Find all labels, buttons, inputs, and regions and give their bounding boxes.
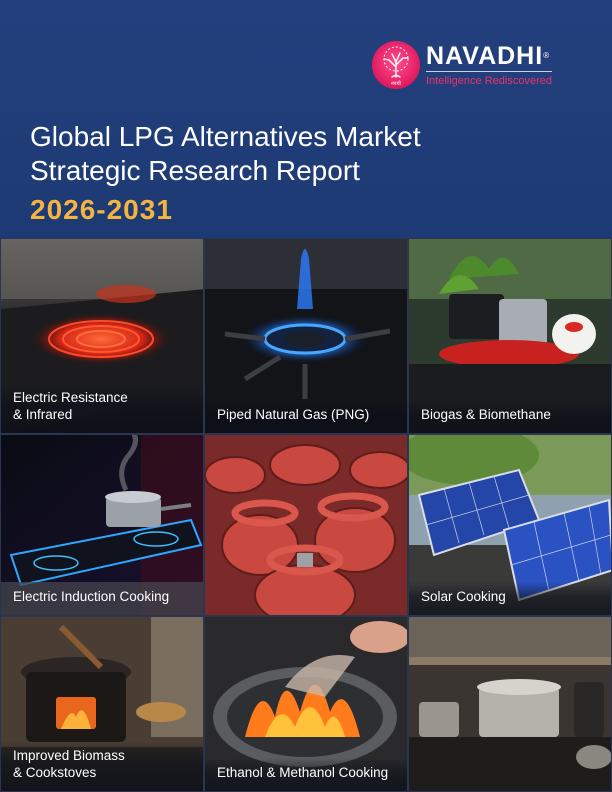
tile-electric-induction: Electric Induction Cooking	[0, 434, 204, 616]
image-grid: Electric Resistance & Infrared	[0, 238, 612, 792]
brand-tagline: Intelligence Rediscovered	[426, 70, 552, 88]
tile-label-line1: Improved Biomass	[13, 748, 125, 763]
report-years: 2026-2031	[30, 194, 173, 225]
tile-label: Electric Induction Cooking	[13, 589, 170, 604]
tile-improved-biomass: Improved Biomass & Cookstoves	[0, 616, 204, 792]
tile-label: Solar Cooking	[421, 589, 506, 604]
tile-solar-cooking: Solar Cooking	[408, 434, 612, 616]
tile-label-line2: & Infrared	[13, 407, 73, 422]
tile-label-line1: Electric Resistance	[13, 390, 128, 405]
tile-biogas: Biogas & Biomethane	[408, 238, 612, 434]
logo-mark-text: नवधी	[391, 80, 402, 87]
tile-label-line2: & Cookstoves	[13, 765, 97, 780]
tile-label: Piped Natural Gas (PNG)	[217, 407, 370, 422]
report-title-line1: Global LPG Alternatives Market	[30, 121, 421, 152]
gas-burner-image	[205, 239, 407, 433]
report-title: Global LPG Alternatives Market Strategic…	[30, 120, 570, 188]
tile-label: Biogas & Biomethane	[421, 407, 551, 422]
tile-piped-natural-gas: Piped Natural Gas (PNG)	[204, 238, 408, 434]
tile-electric-resistance: Electric Resistance & Infrared	[0, 238, 204, 434]
brand-logo: नवधी NAVADHI® Intelligence Rediscovered	[372, 40, 552, 90]
tile-lpg-cylinders	[204, 434, 408, 616]
lpg-cylinders-image	[205, 435, 407, 615]
kitchen-pots-image	[409, 617, 611, 791]
tree-logo-icon: नवधी	[372, 41, 420, 89]
brand-name: NAVADHI	[426, 41, 544, 70]
registered-mark: ®	[543, 50, 551, 60]
tile-kitchen-pots	[408, 616, 612, 792]
tile-ethanol-methanol: Ethanol & Methanol Cooking	[204, 616, 408, 792]
report-title-line2: Strategic Research Report	[30, 155, 360, 186]
tile-label: Ethanol & Methanol Cooking	[217, 765, 389, 780]
